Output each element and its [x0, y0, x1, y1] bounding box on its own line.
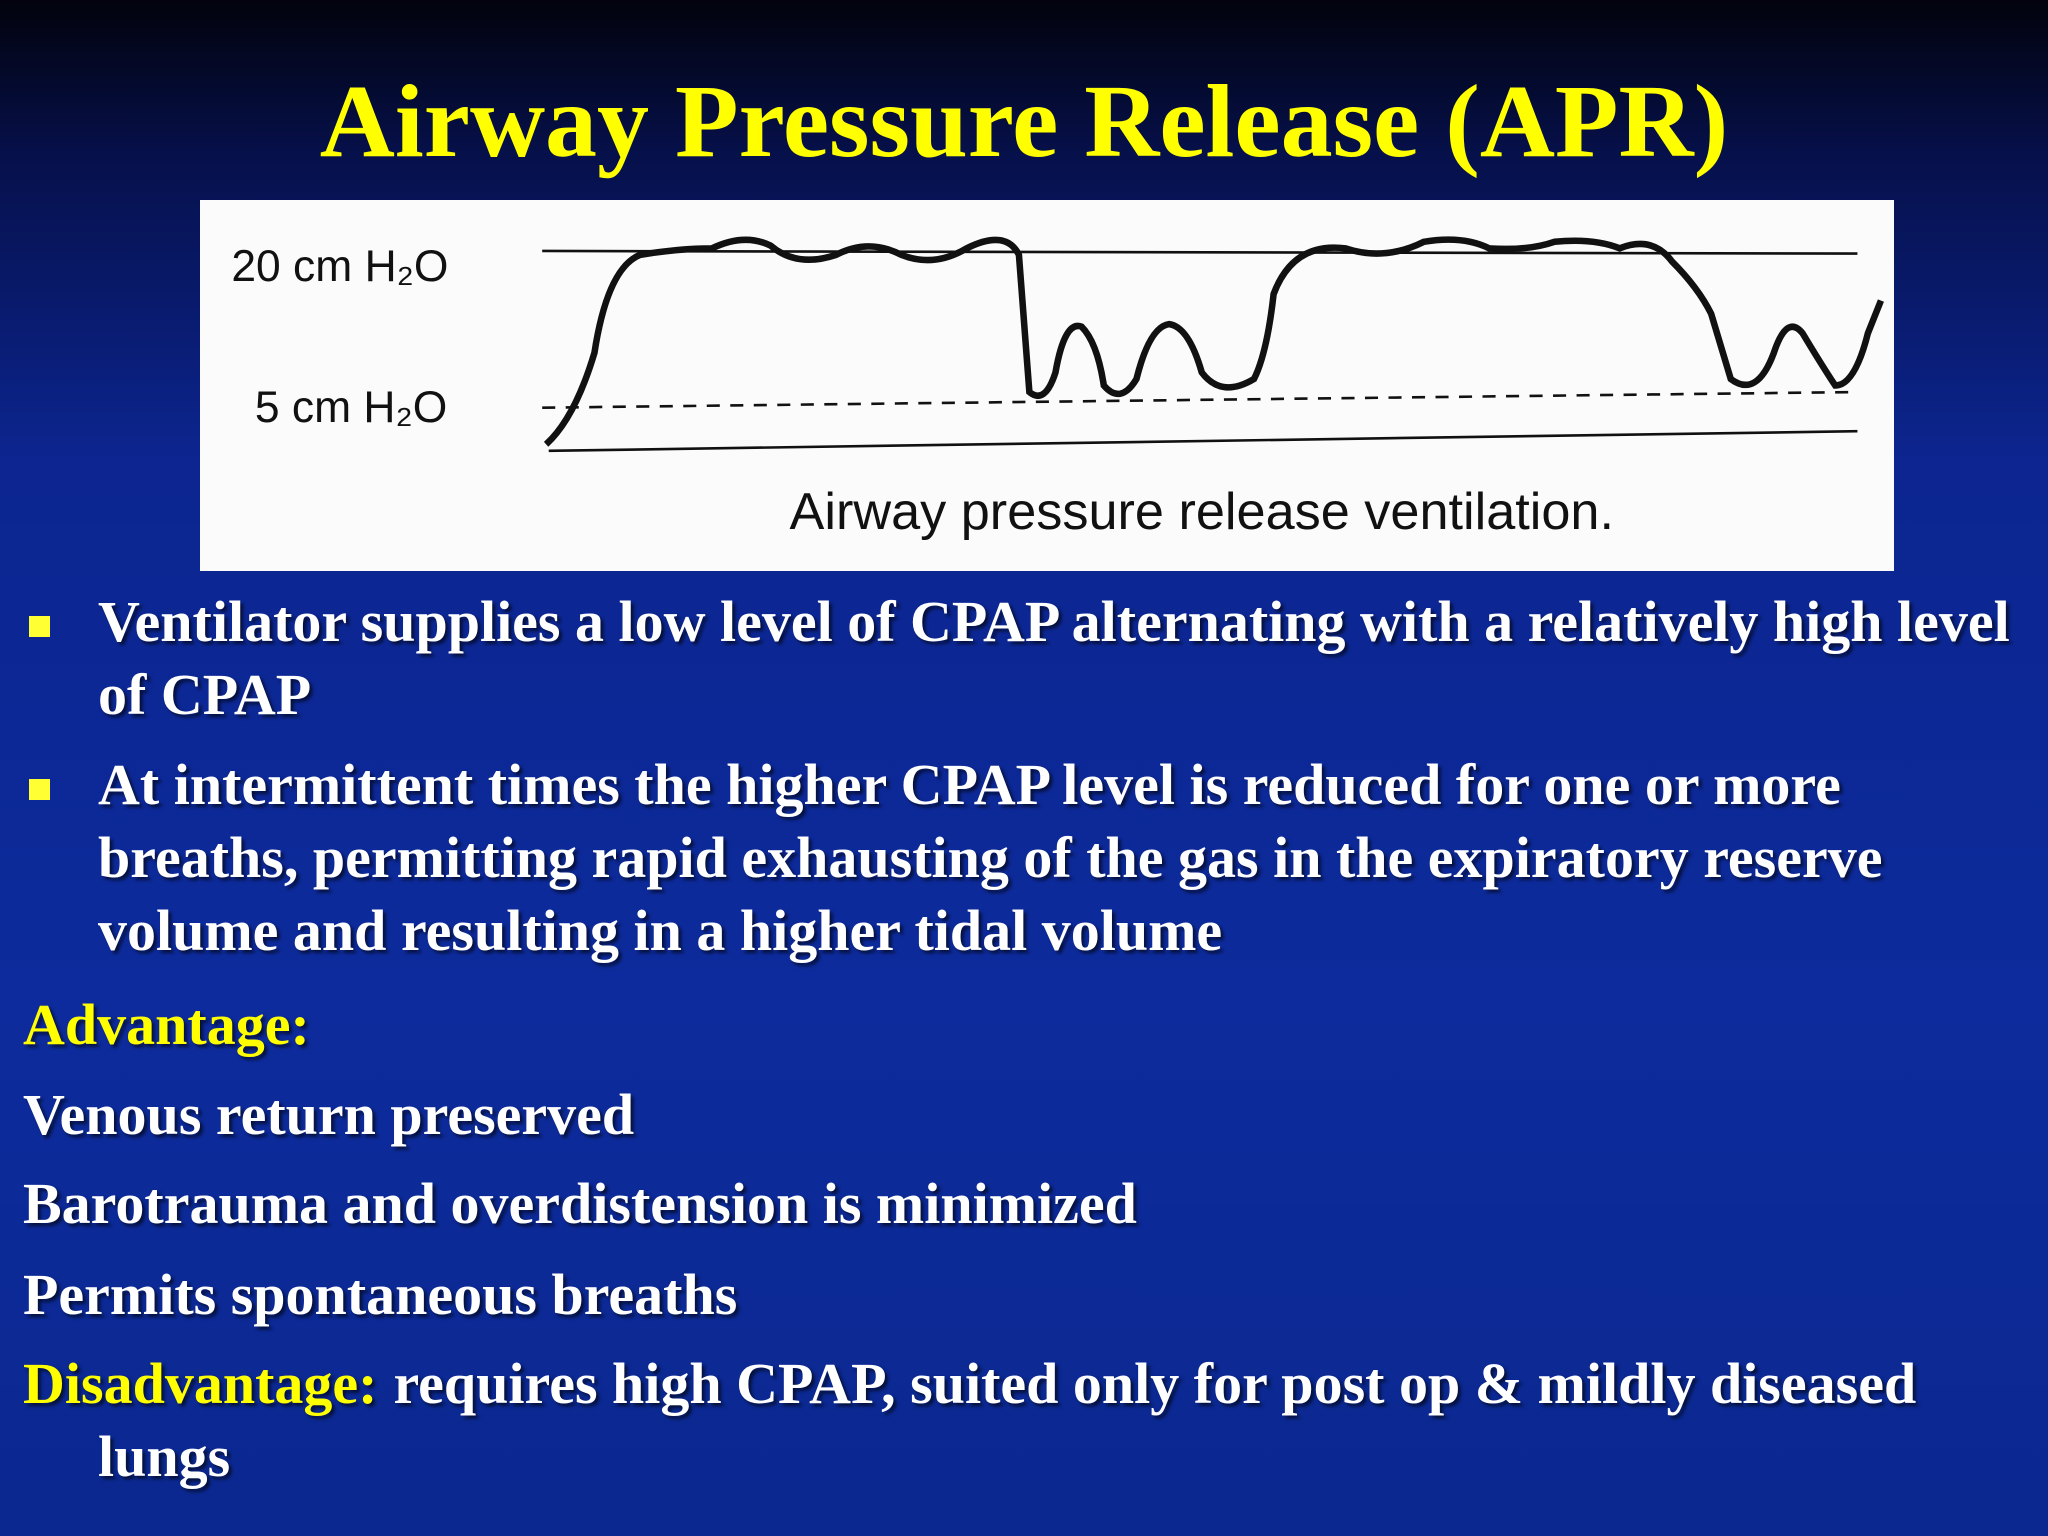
slide-title: Airway Pressure Release (APR): [319, 64, 1729, 179]
advantage-item: Venous return preserved: [23, 1082, 635, 1147]
waveform-figure: 20 cm H₂O 5 cm H₂O Airway pressure relea…: [200, 200, 1894, 571]
disadvantage-text: requires high CPAP, suited only for post…: [98, 1351, 1917, 1489]
bullet-marker: [29, 616, 50, 637]
bullet-marker: [29, 779, 50, 800]
figure-caption: Airway pressure release ventilation.: [790, 483, 1614, 541]
advantage-heading: Advantage:: [23, 992, 310, 1057]
bullet-text: Ventilator supplies a low level of CPAP …: [98, 589, 2010, 727]
y-label: 5 cm H₂O: [255, 383, 447, 432]
bullet-text: At intermittent times the higher CPAP le…: [98, 752, 1883, 963]
y-label: 20 cm H₂O: [231, 242, 448, 291]
advantage-item: Barotrauma and overdistension is minimiz…: [23, 1171, 1137, 1236]
disadvantage: Disadvantage: requires high CPAP, suited …: [23, 1347, 2033, 1493]
baseline: [548, 429, 1858, 453]
high-level-line: [542, 249, 1858, 255]
pressure-waveform: [543, 236, 1884, 447]
disadvantage-label: Disadvantage:: [23, 1351, 378, 1416]
advantage-item: Permits spontaneous breaths: [23, 1262, 738, 1327]
low-level-line: [542, 390, 1858, 410]
